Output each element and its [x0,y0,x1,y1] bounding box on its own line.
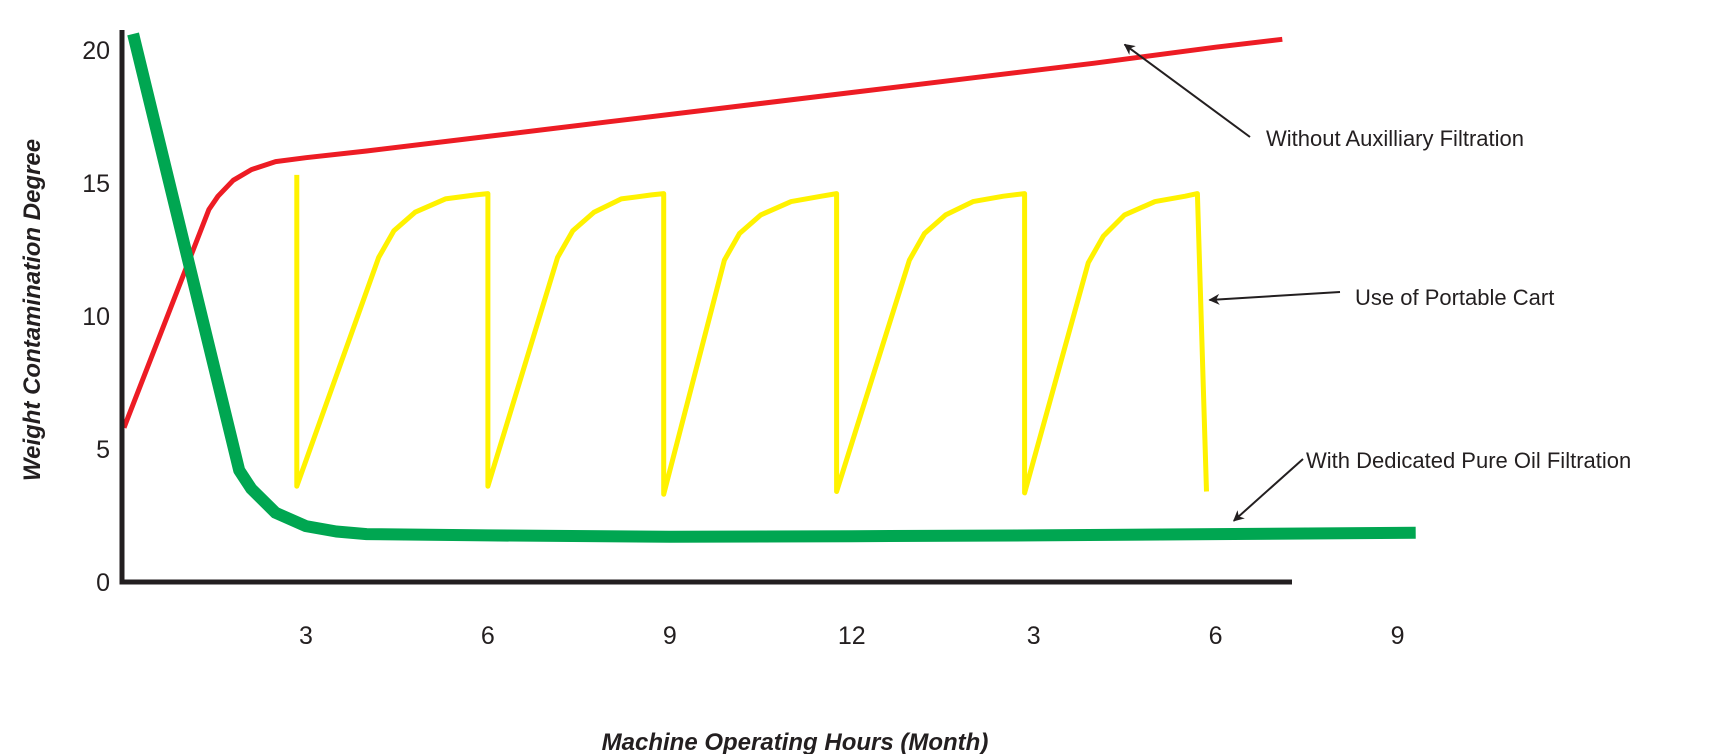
annotation-with-dedicated-pure-oil-filtration: With Dedicated Pure Oil Filtration [1306,448,1631,473]
series-line-use-of-portable-cart [297,175,1207,494]
annotation-arrow [1210,292,1340,300]
y-tick-label: 20 [82,37,110,65]
y-tick-label: 5 [96,436,110,464]
annotation-arrow [1125,45,1250,137]
y-axis-title: Weight Contamination Degree [19,139,46,481]
plot-lines [124,34,1416,537]
x-tick-labels: 3 6 9 12 3 6 9 [299,622,1405,650]
y-tick-label: 0 [96,569,110,597]
annotation-without-auxilliary-filtration: Without Auxilliary Filtration [1266,126,1524,151]
x-tick-label: 3 [1027,622,1041,650]
x-tick-label: 6 [481,622,495,650]
series-line-with-dedicated-pure-oil-filtration [133,34,1416,537]
x-tick-label: 9 [1391,622,1405,650]
y-tick-labels: 0 5 10 15 20 [82,37,110,597]
x-tick-label: 6 [1209,622,1223,650]
x-tick-label: 9 [663,622,677,650]
x-tick-label: 12 [838,622,866,650]
x-axis-title: Machine Operating Hours (Month) [602,729,989,754]
y-tick-label: 10 [82,303,110,331]
x-tick-label: 3 [299,622,313,650]
annotation-use-of-portable-cart: Use of Portable Cart [1355,285,1554,310]
annotation-arrow [1234,459,1303,521]
y-tick-label: 15 [82,170,110,198]
